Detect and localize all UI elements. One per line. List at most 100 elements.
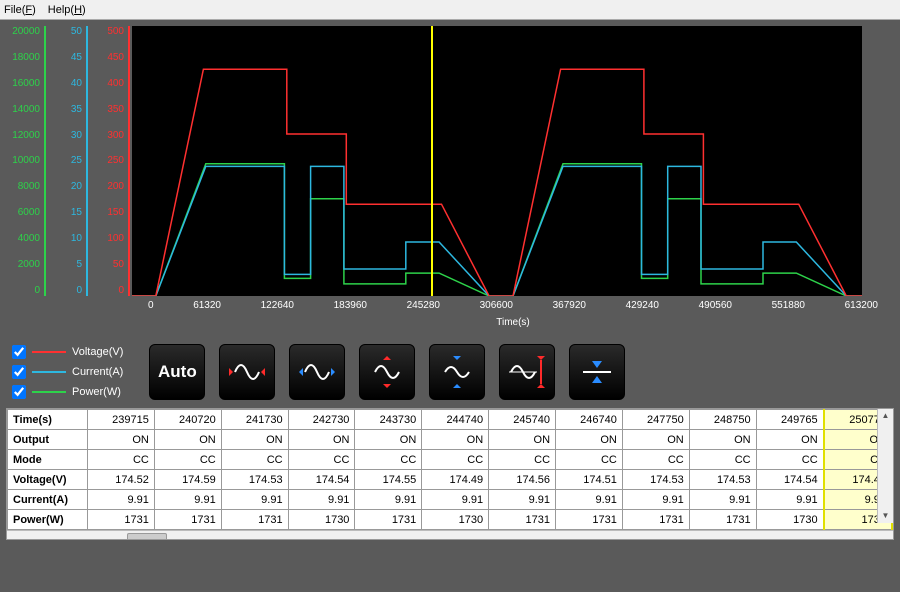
table-cell: ON: [288, 430, 355, 450]
menu-help[interactable]: Help(H): [48, 4, 86, 16]
table-cell: 1731: [489, 510, 556, 530]
table-cell: ON: [355, 430, 422, 450]
table-cell: 174.53: [689, 470, 756, 490]
legend-power-label: Power(W): [72, 386, 121, 398]
table-cell: ON: [756, 430, 824, 450]
zoom-in-y-button[interactable]: [429, 344, 485, 400]
table-cell: 174.59: [154, 470, 221, 490]
collapse-y-button[interactable]: [569, 344, 625, 400]
yaxis-voltage: 500450400350300250200150100500: [90, 26, 130, 296]
table-cell: 1731: [221, 510, 288, 530]
hscroll-thumb[interactable]: [127, 533, 167, 540]
table-cell: 174.56: [489, 470, 556, 490]
table-cell: 1731: [622, 510, 689, 530]
legend-current-checkbox[interactable]: [12, 365, 26, 379]
table-cell: 245740: [489, 410, 556, 430]
table-cell: 9.91: [154, 490, 221, 510]
table-row-header: Current(A): [8, 490, 88, 510]
table-cell: 1731: [154, 510, 221, 530]
table-cell: ON: [422, 430, 489, 450]
table-row-header: Voltage(V): [8, 470, 88, 490]
table-cell: 9.91: [622, 490, 689, 510]
vscroll[interactable]: ▲ ▼: [877, 409, 893, 523]
table-cell: 248750: [689, 410, 756, 430]
table-cell: 1731: [88, 510, 155, 530]
xaxis: 0613201226401839602452803066003679204292…: [148, 300, 878, 311]
table-cell: 9.91: [221, 490, 288, 510]
xaxis-label: Time(s): [148, 317, 878, 328]
legend-current-swatch: [32, 371, 66, 373]
table-cell: 9.91: [355, 490, 422, 510]
table-cell: CC: [422, 450, 489, 470]
table-cell: 9.91: [756, 490, 824, 510]
table-cell: 9.91: [288, 490, 355, 510]
table-cell: CC: [355, 450, 422, 470]
table-cell: ON: [88, 430, 155, 450]
yaxis-power: 2000018000160001400012000100008000600040…: [6, 26, 46, 296]
scroll-up-icon[interactable]: ▲: [878, 409, 893, 423]
zoom-out-x-button[interactable]: [219, 344, 275, 400]
table-cell: ON: [689, 430, 756, 450]
table-cell: CC: [288, 450, 355, 470]
table-cell: 174.53: [221, 470, 288, 490]
table-cell: CC: [88, 450, 155, 470]
table-cell: 9.91: [556, 490, 623, 510]
table-cell: 174.55: [355, 470, 422, 490]
table-cell: 174.53: [622, 470, 689, 490]
plot-cursor[interactable]: [431, 26, 433, 296]
table-cell: CC: [221, 450, 288, 470]
table-cell: 247750: [622, 410, 689, 430]
legend-voltage-label: Voltage(V): [72, 346, 123, 358]
table-cell: 174.49: [422, 470, 489, 490]
data-table-wrap: Time(s)239715240720241730242730243730244…: [6, 408, 894, 540]
table-cell: 1730: [422, 510, 489, 530]
legend-voltage[interactable]: Voltage(V): [12, 345, 123, 359]
data-table[interactable]: Time(s)239715240720241730242730243730244…: [7, 409, 893, 530]
table-cell: 174.52: [88, 470, 155, 490]
yaxis-current: 50454035302520151050: [48, 26, 88, 296]
table-cell: CC: [489, 450, 556, 470]
table-cell: CC: [689, 450, 756, 470]
table-cell: ON: [622, 430, 689, 450]
table-cell: 249765: [756, 410, 824, 430]
legend-voltage-swatch: [32, 351, 66, 353]
table-cell: CC: [622, 450, 689, 470]
hscroll[interactable]: [7, 530, 893, 540]
menu-file[interactable]: File(F): [4, 4, 36, 16]
zoom-out-y-button[interactable]: [359, 344, 415, 400]
table-cell: CC: [154, 450, 221, 470]
table-cell: 174.51: [556, 470, 623, 490]
table-cell: 240720: [154, 410, 221, 430]
table-row-header: Mode: [8, 450, 88, 470]
auto-button[interactable]: Auto: [149, 344, 205, 400]
table-row-header: Output: [8, 430, 88, 450]
table-cell: 1730: [756, 510, 824, 530]
legend: Voltage(V) Current(A) Power(W): [12, 345, 123, 399]
table-cell: 241730: [221, 410, 288, 430]
legend-current[interactable]: Current(A): [12, 365, 123, 379]
menubar: File(F) Help(H): [0, 0, 900, 20]
table-cell: 174.54: [756, 470, 824, 490]
legend-power-checkbox[interactable]: [12, 385, 26, 399]
plot[interactable]: [132, 26, 862, 296]
table-cell: 9.91: [689, 490, 756, 510]
legend-power[interactable]: Power(W): [12, 385, 123, 399]
legend-current-label: Current(A): [72, 366, 123, 378]
table-cell: 9.91: [422, 490, 489, 510]
table-cell: 243730: [355, 410, 422, 430]
table-cell: 239715: [88, 410, 155, 430]
table-row-header: Power(W): [8, 510, 88, 530]
table-cell: 244740: [422, 410, 489, 430]
scroll-down-icon[interactable]: ▼: [878, 509, 893, 523]
table-cell: ON: [221, 430, 288, 450]
chart-area: 2000018000160001400012000100008000600040…: [6, 26, 894, 296]
zoom-in-x-button[interactable]: [289, 344, 345, 400]
legend-voltage-checkbox[interactable]: [12, 345, 26, 359]
table-cell: 1731: [556, 510, 623, 530]
table-cell: 1731: [355, 510, 422, 530]
table-cell: 9.91: [489, 490, 556, 510]
table-cell: 9.91: [88, 490, 155, 510]
table-cell: ON: [556, 430, 623, 450]
scale-y-button[interactable]: [499, 344, 555, 400]
table-cell: CC: [556, 450, 623, 470]
